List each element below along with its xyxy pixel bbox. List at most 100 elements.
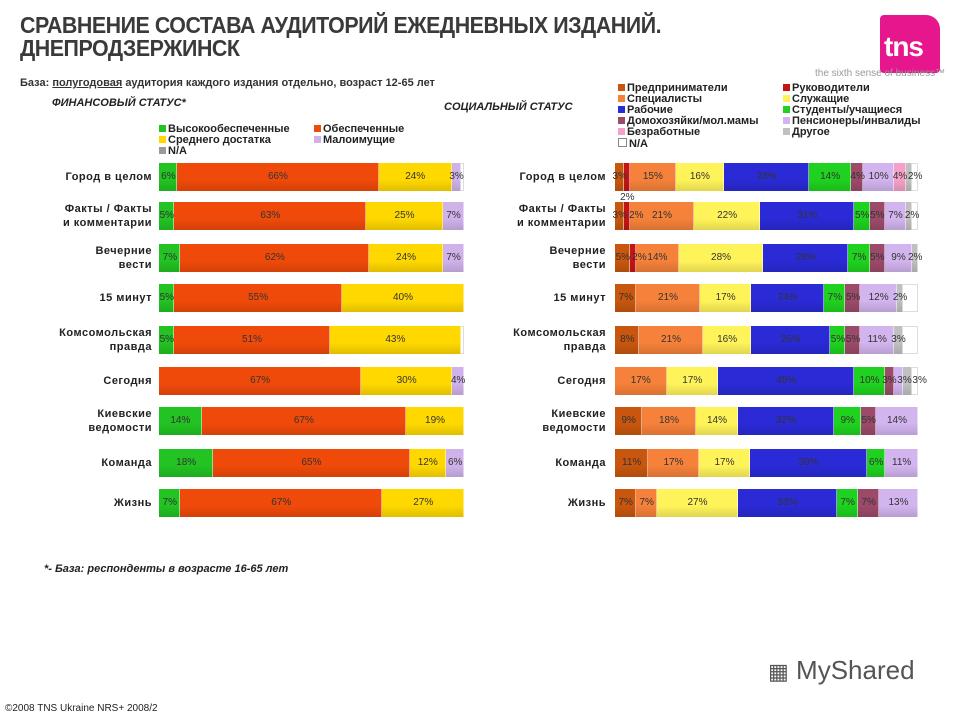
bar-segment bbox=[630, 202, 694, 230]
data-label: 7% bbox=[851, 252, 867, 263]
data-label: 24% bbox=[777, 292, 798, 303]
data-label: 31% bbox=[797, 210, 818, 221]
bar-segment bbox=[636, 489, 657, 517]
legend-label: Обеспеченные bbox=[323, 123, 405, 135]
bar-segment bbox=[896, 284, 903, 312]
base-underlined: полугодовая bbox=[52, 77, 123, 89]
bar-segment bbox=[675, 163, 725, 191]
left-chart-title: ФИНАНСОВЫЙ СТАТУС* bbox=[52, 97, 186, 109]
bar-segment bbox=[615, 284, 637, 312]
bar-segment bbox=[624, 163, 631, 191]
category-label: 15 минут bbox=[553, 292, 606, 304]
bar-segment bbox=[615, 367, 667, 395]
bar-segment bbox=[630, 163, 676, 191]
data-label: 11% bbox=[622, 457, 642, 468]
data-label: 5% bbox=[845, 334, 861, 345]
bar-segment bbox=[159, 367, 362, 395]
bar-segment bbox=[854, 202, 870, 230]
category-label: Факты / Факты и комментарии bbox=[516, 203, 606, 229]
bar-segment bbox=[159, 407, 202, 435]
bar-segment bbox=[738, 489, 837, 517]
legend-swatch bbox=[618, 84, 625, 91]
bar-segment bbox=[159, 284, 175, 312]
legend-label: Другое bbox=[792, 126, 830, 138]
bar-segment bbox=[159, 163, 178, 191]
category-label: Вечерние вести bbox=[95, 245, 152, 271]
legend-label: Рабочие bbox=[627, 104, 673, 116]
bar-segment bbox=[636, 244, 679, 272]
bar-segment bbox=[724, 163, 809, 191]
bar-segment bbox=[615, 407, 642, 435]
data-label: 24% bbox=[405, 171, 426, 182]
data-label: 6% bbox=[161, 171, 176, 182]
data-label: 32% bbox=[776, 415, 797, 426]
bar-segment bbox=[361, 367, 452, 395]
category-label: Комсомольская правда bbox=[513, 327, 606, 353]
legend-item: Безработные bbox=[618, 127, 700, 138]
data-label: 3% bbox=[612, 210, 627, 221]
legend-item: Обеспеченные bbox=[314, 124, 404, 135]
legend-swatch bbox=[618, 128, 625, 135]
base-suffix: аудитория каждого издания отдельно, возр… bbox=[125, 77, 435, 89]
data-label: 11% bbox=[892, 457, 912, 468]
bar-segment bbox=[180, 244, 370, 272]
bar-segment bbox=[837, 489, 858, 517]
bar-segment bbox=[854, 367, 885, 395]
data-label: 33% bbox=[777, 497, 798, 508]
data-label: 25% bbox=[394, 210, 415, 221]
bar-segment bbox=[159, 489, 181, 517]
bar-segment bbox=[751, 284, 825, 312]
legend-label: Высокообеспеченные bbox=[168, 123, 290, 135]
legend-label: N/A bbox=[168, 145, 187, 157]
bar-segment bbox=[869, 244, 885, 272]
data-label: 15% bbox=[642, 171, 663, 182]
bar-segment bbox=[657, 489, 738, 517]
copyright: ©2008 TNS Ukraine NRS+ 2008/2 bbox=[5, 703, 158, 714]
legend-swatch bbox=[618, 106, 625, 113]
bar-segment bbox=[174, 284, 342, 312]
legend-label: Специалисты bbox=[627, 93, 702, 105]
data-label: 7% bbox=[888, 210, 903, 221]
data-label: 22% bbox=[717, 210, 738, 221]
data-label: 10% bbox=[868, 171, 889, 182]
bar-segment bbox=[851, 163, 864, 191]
category-label: Жизнь bbox=[567, 497, 606, 509]
legend-swatch bbox=[783, 95, 790, 102]
bar-segment bbox=[636, 284, 700, 312]
data-label: 17% bbox=[630, 375, 651, 386]
bar-segment bbox=[642, 407, 696, 435]
legend-label: Предприниматели bbox=[627, 82, 728, 94]
legend-label: Среднего достатка bbox=[168, 134, 271, 146]
myshared-watermark: ▦ MyShared bbox=[768, 655, 915, 686]
bar-segment bbox=[858, 489, 879, 517]
bar-segment bbox=[409, 449, 446, 477]
bar-segment bbox=[702, 326, 752, 354]
data-label: 3% bbox=[449, 171, 464, 182]
bar-segment bbox=[760, 202, 855, 230]
data-label: 66% bbox=[267, 171, 288, 182]
data-label: 7% bbox=[162, 252, 178, 263]
category-label: Киевские ведомости bbox=[88, 408, 152, 434]
data-label: 4% bbox=[450, 375, 466, 386]
legend-item: Другое bbox=[783, 127, 830, 138]
bar-segment bbox=[876, 407, 918, 435]
data-label: 28% bbox=[795, 252, 816, 263]
data-label: 51% bbox=[242, 334, 263, 345]
bar-segment bbox=[678, 244, 764, 272]
bar-segment bbox=[824, 284, 846, 312]
bar-segment bbox=[213, 449, 410, 477]
bar-segment bbox=[666, 367, 718, 395]
bar-segment bbox=[696, 407, 738, 435]
data-label: 28% bbox=[711, 252, 732, 263]
data-label: 3% bbox=[912, 375, 927, 386]
bar-segment bbox=[615, 326, 640, 354]
bar-segment bbox=[159, 326, 175, 354]
data-label: 43% bbox=[385, 334, 406, 345]
category-label: Команда bbox=[101, 457, 152, 469]
bar-segment bbox=[369, 244, 443, 272]
bar-segment bbox=[808, 163, 852, 191]
data-label: 67% bbox=[293, 415, 314, 426]
data-label: 2% bbox=[629, 210, 644, 221]
bar-segment bbox=[902, 367, 912, 395]
bar-segment bbox=[442, 202, 464, 230]
